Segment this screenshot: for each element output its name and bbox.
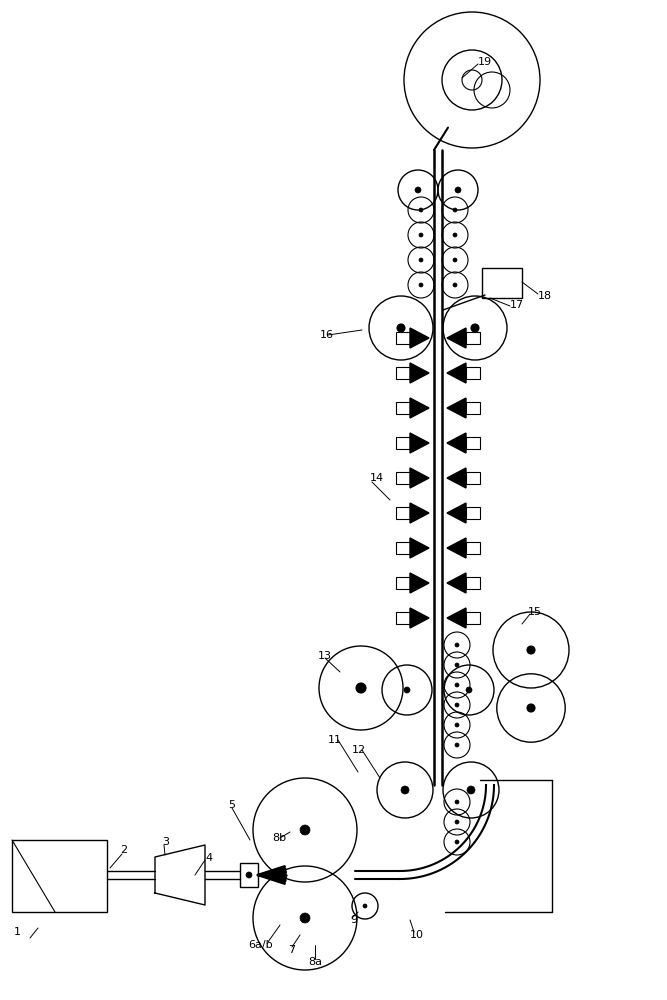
Bar	[466, 612, 480, 624]
Circle shape	[419, 208, 423, 212]
Text: 7: 7	[288, 945, 295, 955]
Text: 12: 12	[352, 745, 366, 755]
Circle shape	[455, 800, 459, 804]
Bar	[466, 437, 480, 449]
Circle shape	[419, 283, 423, 287]
Bar	[12, 840, 107, 912]
Polygon shape	[447, 398, 466, 418]
Text: 19: 19	[478, 57, 492, 67]
Circle shape	[455, 663, 459, 667]
Polygon shape	[447, 573, 466, 593]
Text: 1: 1	[14, 927, 21, 937]
Circle shape	[527, 646, 535, 654]
Bar	[466, 542, 480, 554]
Circle shape	[453, 208, 457, 212]
Text: 18: 18	[538, 291, 552, 301]
Circle shape	[455, 703, 459, 707]
Circle shape	[455, 743, 459, 747]
Text: 4: 4	[205, 853, 212, 863]
Bar	[396, 612, 410, 624]
Polygon shape	[447, 363, 466, 383]
Polygon shape	[447, 538, 466, 558]
Circle shape	[466, 687, 472, 693]
Polygon shape	[447, 608, 466, 628]
Polygon shape	[410, 433, 429, 453]
Bar	[396, 542, 410, 554]
Bar	[396, 367, 410, 379]
Circle shape	[246, 872, 252, 878]
Bar	[396, 472, 410, 484]
Bar	[396, 332, 410, 344]
Polygon shape	[410, 538, 429, 558]
Bar	[396, 437, 410, 449]
Circle shape	[455, 187, 461, 193]
Bar	[466, 367, 480, 379]
Circle shape	[455, 723, 459, 727]
Bar	[396, 577, 410, 589]
Circle shape	[397, 324, 405, 332]
Text: 3: 3	[162, 837, 169, 847]
Circle shape	[419, 258, 423, 262]
Circle shape	[415, 187, 421, 193]
Circle shape	[455, 820, 459, 824]
Circle shape	[300, 825, 310, 835]
Circle shape	[363, 904, 367, 908]
Polygon shape	[447, 328, 466, 348]
Polygon shape	[447, 433, 466, 453]
Text: 9: 9	[350, 915, 357, 925]
Circle shape	[527, 704, 535, 712]
Circle shape	[455, 683, 459, 687]
Text: 6a/b: 6a/b	[248, 940, 273, 950]
Text: 13: 13	[318, 651, 332, 661]
Bar	[396, 507, 410, 519]
Circle shape	[356, 683, 366, 693]
Polygon shape	[410, 468, 429, 488]
Text: 16: 16	[320, 330, 334, 340]
Bar	[482, 268, 522, 298]
Polygon shape	[410, 398, 429, 418]
Text: 17: 17	[510, 300, 524, 310]
Polygon shape	[410, 503, 429, 523]
Text: 14: 14	[370, 473, 384, 483]
Polygon shape	[447, 503, 466, 523]
Polygon shape	[447, 468, 466, 488]
Text: 5: 5	[228, 800, 235, 810]
Circle shape	[404, 687, 410, 693]
Circle shape	[300, 913, 310, 923]
Text: 2: 2	[120, 845, 127, 855]
Polygon shape	[410, 328, 429, 348]
Text: 8a: 8a	[308, 957, 322, 967]
Circle shape	[453, 283, 457, 287]
Circle shape	[467, 786, 475, 794]
Circle shape	[455, 643, 459, 647]
Bar	[240, 863, 258, 887]
Circle shape	[419, 233, 423, 237]
Text: 10: 10	[410, 930, 424, 940]
Polygon shape	[410, 608, 429, 628]
Text: 15: 15	[528, 607, 542, 617]
Circle shape	[453, 233, 457, 237]
Circle shape	[453, 258, 457, 262]
Circle shape	[401, 786, 409, 794]
Bar	[466, 507, 480, 519]
Bar	[466, 577, 480, 589]
Bar	[466, 332, 480, 344]
Text: 8b: 8b	[272, 833, 286, 843]
Text: 11: 11	[328, 735, 342, 745]
Bar	[466, 402, 480, 414]
Bar	[396, 402, 410, 414]
Circle shape	[455, 840, 459, 844]
Bar	[466, 472, 480, 484]
Polygon shape	[258, 866, 286, 884]
Polygon shape	[410, 573, 429, 593]
Polygon shape	[410, 363, 429, 383]
Circle shape	[471, 324, 479, 332]
